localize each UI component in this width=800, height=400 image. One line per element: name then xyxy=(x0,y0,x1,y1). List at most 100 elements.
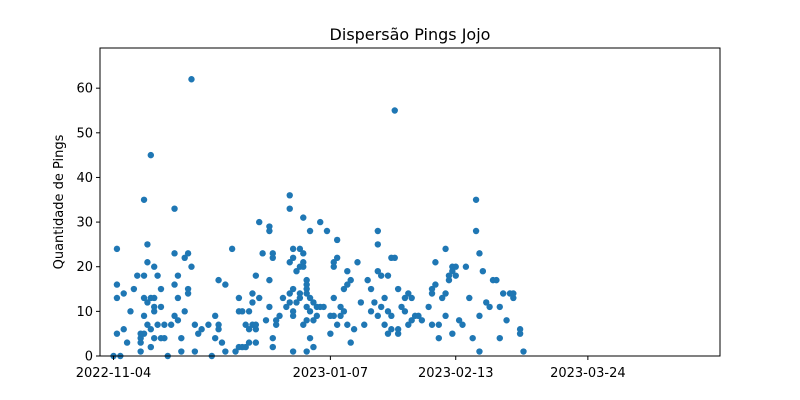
x-tick-label: 2023-01-07 xyxy=(293,366,369,381)
data-point xyxy=(327,330,334,337)
data-point xyxy=(137,348,144,355)
data-point xyxy=(211,334,219,342)
data-point xyxy=(408,317,415,324)
data-point xyxy=(374,227,382,235)
data-point xyxy=(279,294,287,302)
data-point xyxy=(191,321,199,328)
data-point xyxy=(364,276,371,284)
data-point xyxy=(432,259,439,266)
x-tick-label: 2022-11-04 xyxy=(76,366,152,381)
data-point xyxy=(347,339,354,346)
data-point xyxy=(306,294,314,302)
data-point xyxy=(391,107,398,114)
data-point xyxy=(452,263,459,270)
data-point xyxy=(140,312,148,320)
data-point xyxy=(401,308,409,315)
data-point xyxy=(472,227,480,235)
data-point xyxy=(198,326,205,333)
y-tick-label: 40 xyxy=(76,171,93,186)
data-point xyxy=(374,312,382,320)
data-point xyxy=(432,281,439,288)
data-point xyxy=(415,312,422,320)
data-point xyxy=(289,285,297,293)
points-layer xyxy=(110,76,527,360)
data-point xyxy=(259,250,266,257)
data-point xyxy=(286,259,293,266)
data-point xyxy=(306,334,314,342)
data-point xyxy=(154,272,161,279)
data-point xyxy=(337,303,344,311)
data-point xyxy=(442,245,449,253)
data-point xyxy=(252,326,260,333)
data-point xyxy=(350,326,358,333)
data-point xyxy=(303,348,310,355)
data-point xyxy=(151,334,158,342)
data-point xyxy=(337,312,344,320)
data-point xyxy=(218,339,226,346)
data-point xyxy=(269,343,276,351)
data-point xyxy=(398,303,405,311)
data-point xyxy=(381,294,388,302)
data-point xyxy=(300,321,307,328)
data-point xyxy=(191,348,199,355)
data-point xyxy=(496,303,503,311)
data-point xyxy=(367,285,375,293)
data-point xyxy=(123,339,131,346)
data-point xyxy=(479,267,487,275)
data-point xyxy=(303,290,310,297)
data-point xyxy=(449,330,456,337)
data-point xyxy=(144,299,151,306)
data-point xyxy=(374,267,382,275)
data-point xyxy=(445,276,453,284)
data-point xyxy=(384,330,392,337)
data-point xyxy=(384,308,392,315)
data-point xyxy=(300,259,307,266)
data-point xyxy=(442,312,449,320)
data-point xyxy=(516,330,524,337)
data-point xyxy=(178,334,185,342)
data-point xyxy=(188,263,195,270)
data-point xyxy=(178,348,185,355)
data-point xyxy=(323,227,331,235)
data-point xyxy=(330,259,337,266)
data-point xyxy=(188,76,195,83)
data-point xyxy=(147,343,155,351)
data-point xyxy=(520,348,527,355)
data-point xyxy=(195,330,202,337)
data-point xyxy=(486,303,493,311)
data-point xyxy=(405,290,412,297)
data-point xyxy=(113,330,121,337)
data-point xyxy=(222,281,229,288)
data-point xyxy=(151,308,158,315)
data-point xyxy=(333,254,341,261)
data-point xyxy=(367,308,375,315)
data-point xyxy=(333,321,341,328)
data-point xyxy=(408,294,415,302)
data-point xyxy=(388,326,395,333)
data-point xyxy=(435,321,442,328)
data-point xyxy=(418,317,426,324)
data-point xyxy=(347,276,354,284)
data-point xyxy=(388,312,395,320)
data-point xyxy=(272,321,280,328)
data-point xyxy=(306,308,314,315)
data-point xyxy=(235,294,243,302)
data-point xyxy=(289,312,297,320)
data-point xyxy=(405,321,412,328)
data-point xyxy=(181,308,188,315)
data-point xyxy=(215,326,222,333)
data-point xyxy=(340,308,348,315)
data-point xyxy=(140,272,148,279)
data-point xyxy=(378,272,385,279)
data-point xyxy=(147,151,155,159)
data-point xyxy=(262,317,270,324)
data-point xyxy=(455,317,463,324)
data-point xyxy=(333,236,341,244)
data-point xyxy=(438,294,446,302)
data-point xyxy=(184,285,192,293)
y-tick-label: 10 xyxy=(76,305,93,320)
data-point xyxy=(496,334,503,342)
data-point xyxy=(303,285,310,293)
data-point xyxy=(276,312,283,320)
